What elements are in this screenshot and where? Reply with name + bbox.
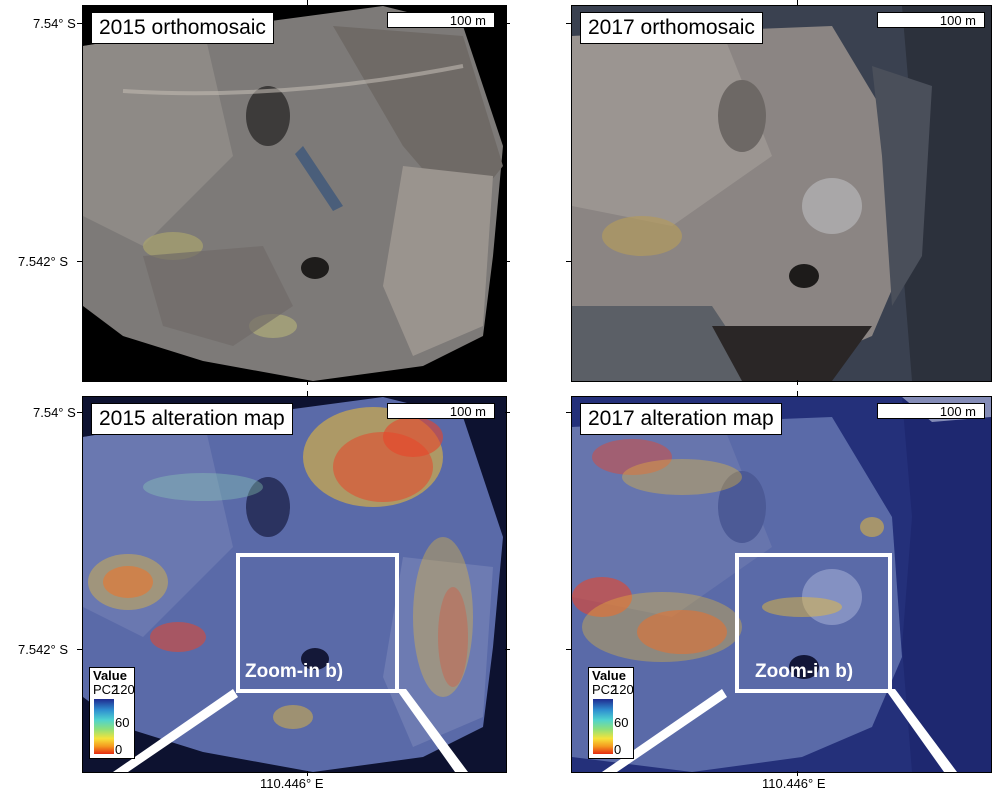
- panel-title: 2017 alteration map: [580, 403, 782, 435]
- zoom-in-box: [236, 553, 399, 693]
- lat-tick: [77, 412, 82, 413]
- legend-color-ramp: [94, 699, 114, 754]
- legend-tick-max: 120: [612, 682, 634, 697]
- panel-title: 2017 orthomosaic: [580, 12, 763, 44]
- legend-tick-min: 0: [614, 742, 622, 757]
- lon-tick: [307, 771, 308, 776]
- lat-tick: [77, 23, 82, 24]
- lat-tick: [505, 23, 510, 24]
- lon-label-right: 110.446° E: [762, 776, 826, 791]
- scale-bar: 100 m: [877, 403, 985, 419]
- legend-tick-mid: 60: [115, 715, 130, 730]
- panel-2015-alteration-map: Zoom-in b) 2015 alteration map 100 m Val…: [82, 396, 507, 773]
- lon-tick: [797, 391, 798, 396]
- scale-bar: 100 m: [387, 12, 495, 28]
- legend-title: Value: [93, 668, 127, 683]
- lat-tick: [77, 261, 82, 262]
- zoom-in-label: Zoom-in b): [245, 661, 344, 682]
- lon-tick: [797, 771, 798, 776]
- lat-label-bottom-row-upper: 7.54° S: [33, 405, 76, 420]
- lat-label-bottom-row-lower: 7.542° S: [18, 642, 69, 657]
- color-legend: Value PC2 120 60 0: [89, 667, 135, 759]
- legend-subtitle: PC2: [592, 682, 618, 697]
- lon-tick: [797, 380, 798, 385]
- zoom-in-label: Zoom-in b): [755, 661, 854, 682]
- lat-tick: [505, 412, 510, 413]
- panel-2015-orthomosaic: 2015 orthomosaic 100 m: [82, 5, 507, 382]
- lat-tick: [505, 261, 510, 262]
- lat-tick: [566, 261, 571, 262]
- lon-tick: [307, 0, 308, 5]
- lat-tick: [77, 649, 82, 650]
- lon-label-left: 110.446° E: [260, 776, 324, 791]
- legend-tick-min: 0: [115, 742, 123, 757]
- lat-tick: [566, 649, 571, 650]
- panel-2017-alteration-map: Zoom-in b) 2017 alteration map 100 m Val…: [571, 396, 992, 773]
- lat-tick: [566, 23, 571, 24]
- panel-title: 2015 alteration map: [91, 403, 293, 435]
- color-legend: Value PC2 120 60 0: [588, 667, 634, 759]
- scale-bar: 100 m: [387, 403, 495, 419]
- legend-tick-mid: 60: [614, 715, 629, 730]
- orthomosaic-2017-image: [572, 6, 991, 381]
- lon-tick: [797, 0, 798, 5]
- legend-tick-max: 120: [113, 682, 135, 697]
- legend-title: Value: [592, 668, 626, 683]
- lon-tick: [307, 380, 308, 385]
- zoom-in-box: [735, 553, 892, 693]
- scale-bar: 100 m: [877, 12, 985, 28]
- legend-subtitle: PC2: [93, 682, 119, 697]
- lat-label-top-row-upper: 7.54° S: [33, 16, 76, 31]
- orthomosaic-2015-image: [83, 6, 503, 381]
- legend-color-ramp: [593, 699, 613, 754]
- panel-title: 2015 orthomosaic: [91, 12, 274, 44]
- panel-2017-orthomosaic: 2017 orthomosaic 100 m: [571, 5, 992, 382]
- lat-label-top-row-lower: 7.542° S: [18, 254, 69, 269]
- lat-tick: [566, 412, 571, 413]
- lat-tick: [505, 649, 510, 650]
- lon-tick: [307, 391, 308, 396]
